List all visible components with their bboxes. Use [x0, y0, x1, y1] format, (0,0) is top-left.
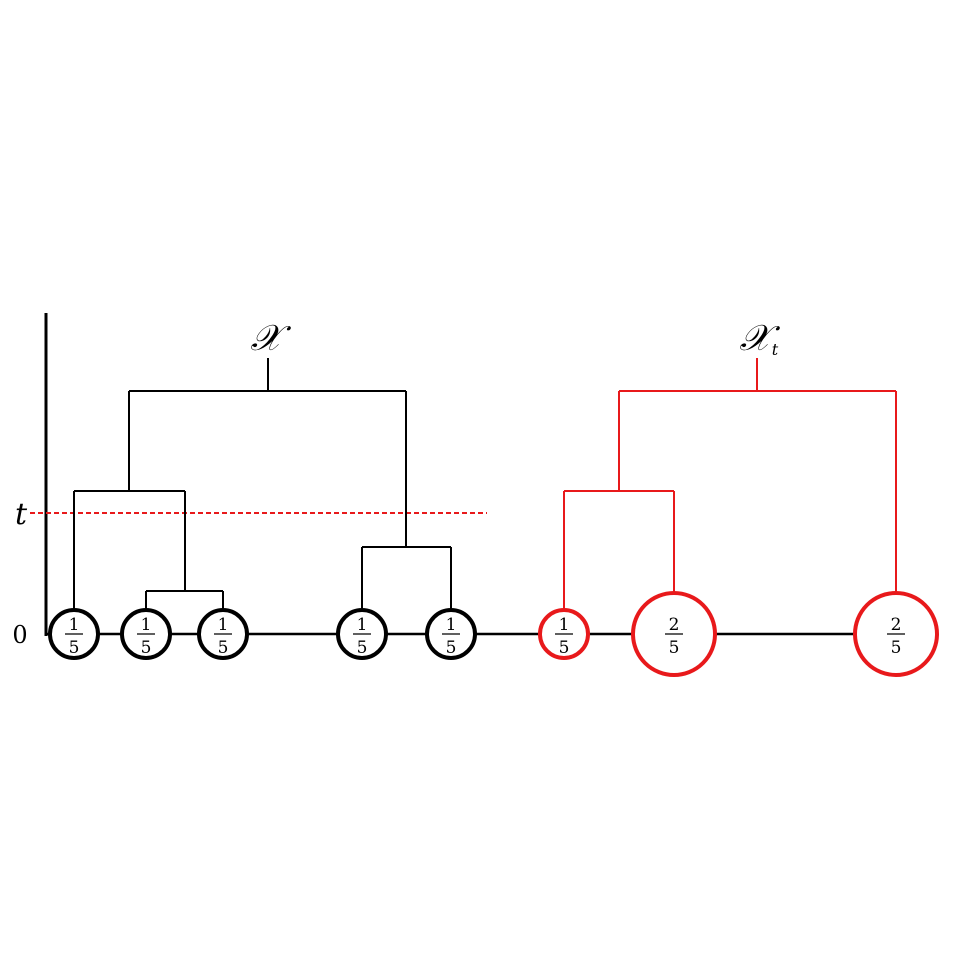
left-leaf-numerator: 1 [218, 615, 229, 635]
left-leaf-denominator: 5 [218, 638, 229, 658]
right-root-label: 𝒳 t [740, 318, 781, 359]
right-leaf-3: 2 5 [853, 591, 939, 677]
right-leaf-numerator: 1 [559, 615, 570, 635]
left-leaf-numerator: 1 [141, 615, 152, 635]
left-leaf-denominator: 5 [446, 638, 457, 658]
left-leaf-numerator: 1 [446, 615, 457, 635]
right-leaf-2: 2 5 [631, 591, 717, 677]
left-leaf-4: 1 5 [336, 608, 388, 660]
left-leaf-numerator: 1 [69, 615, 80, 635]
right-leaf-1: 1 5 [538, 608, 590, 660]
right-root-label-subscript: t [772, 340, 779, 359]
right-leaf-numerator: 2 [891, 615, 902, 635]
right-tree-branches [563, 358, 897, 611]
axis-t-label: t [15, 497, 28, 532]
right-leaf-numerator: 2 [669, 615, 680, 635]
right-leaf-denominator: 5 [559, 638, 570, 658]
left-leaf-denominator: 5 [69, 638, 80, 658]
right-leaf-denominator: 5 [669, 638, 680, 658]
left-tree-branches [73, 358, 452, 609]
left-leaf-1: 1 5 [48, 608, 100, 660]
left-root-label: 𝒳 [251, 318, 292, 359]
left-leaf-3: 1 5 [197, 608, 249, 660]
left-leaf-2: 1 5 [120, 608, 172, 660]
left-leaf-denominator: 5 [141, 638, 152, 658]
axis-zero-label: 0 [12, 621, 27, 649]
left-leaf-numerator: 1 [357, 615, 368, 635]
left-leaf-5: 1 5 [425, 608, 477, 660]
right-leaf-denominator: 5 [891, 638, 902, 658]
left-leaf-denominator: 5 [357, 638, 368, 658]
